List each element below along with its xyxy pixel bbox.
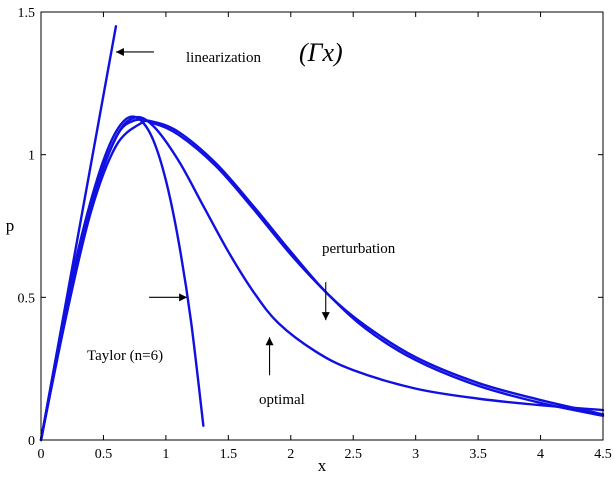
- y-tick-label: 1: [28, 149, 35, 164]
- annotation-optimal: optimal: [259, 392, 305, 408]
- x-tick-label: 1.5: [220, 447, 238, 462]
- arrow-taylor: [149, 293, 188, 302]
- x-tick-label: 4: [537, 447, 544, 462]
- arrow-head: [179, 293, 188, 302]
- annotation-gamma-x: (Γx): [299, 38, 343, 67]
- arrow-head: [265, 337, 274, 346]
- annotations-layer: [115, 47, 330, 376]
- annotation-taylor: Taylor (n=6): [87, 348, 163, 364]
- annotation-perturbation: perturbation: [322, 241, 396, 257]
- series-perturbation-b: [39, 118, 605, 442]
- arrow-head: [321, 312, 330, 321]
- arrow-perturbation: [321, 282, 330, 321]
- series-optimal: [39, 115, 605, 442]
- series-layer: [39, 25, 605, 442]
- x-tick-label: 1: [162, 447, 169, 462]
- x-tick-label: 2.5: [344, 447, 362, 462]
- annotation-linearization: linearization: [186, 50, 261, 66]
- y-tick-label: 1.5: [18, 6, 36, 21]
- x-axis-label: x: [318, 456, 327, 475]
- x-tick-label: 4.5: [594, 447, 612, 462]
- plot-frame: [40, 11, 604, 441]
- x-tick-label: 3: [412, 447, 419, 462]
- x-tick-label: 0.5: [95, 447, 113, 462]
- x-tick-label: 0: [38, 447, 45, 462]
- arrow-head: [115, 47, 124, 56]
- series-taylor: [39, 115, 205, 442]
- ticks-layer: 0 0.5 1 1.5 2 2.5 3 3.5 4 4.5 0 0.5 1 1.5: [18, 6, 612, 462]
- series-perturbation-a: [39, 119, 605, 442]
- y-tick-label: 0.5: [18, 291, 36, 306]
- y-axis-label: p: [6, 216, 15, 235]
- arrow-linearization: [115, 47, 154, 56]
- arrow-optimal: [265, 337, 274, 376]
- x-tick-label: 3.5: [469, 447, 487, 462]
- x-tick-label: 2: [287, 447, 294, 462]
- y-tick-label: 0: [28, 434, 35, 449]
